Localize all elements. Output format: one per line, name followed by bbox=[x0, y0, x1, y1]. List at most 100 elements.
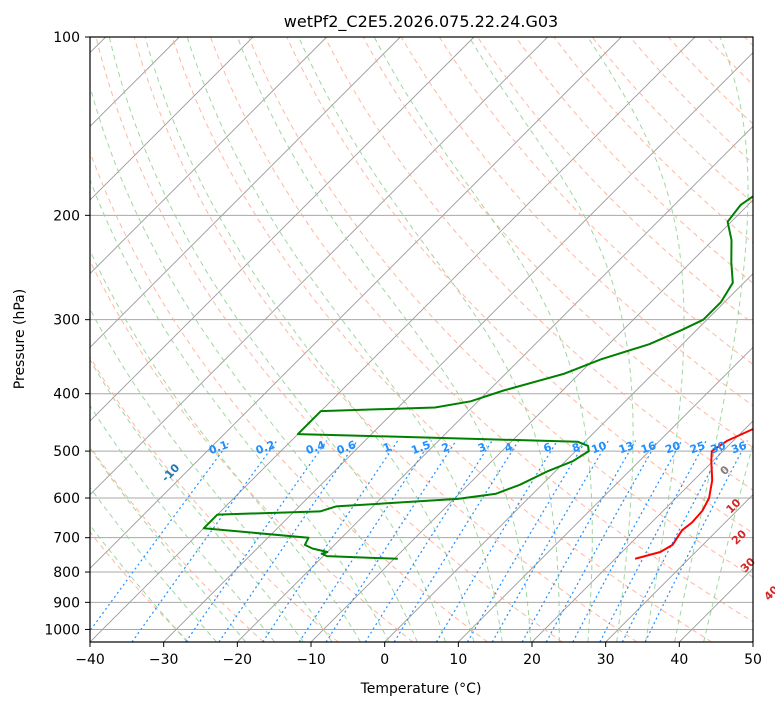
moist-adiabat-line bbox=[674, 37, 749, 642]
isotherm-line bbox=[605, 494, 753, 642]
isotherm-line bbox=[90, 37, 327, 275]
isotherm-line bbox=[237, 125, 753, 642]
isotherm-line bbox=[90, 37, 548, 496]
isotherm-line bbox=[458, 346, 753, 642]
background-lines bbox=[90, 37, 753, 642]
dry-adiabat-line bbox=[591, 37, 753, 204]
profile-lines bbox=[202, 195, 753, 560]
moist-adiabat-label: 40 bbox=[762, 583, 775, 603]
dry-adiabat-line bbox=[668, 37, 753, 125]
dry-adiabat-line bbox=[133, 37, 638, 642]
temperature-line bbox=[634, 428, 753, 560]
moist-adiabat-line bbox=[373, 37, 593, 642]
mixing-ratio-label: 3 bbox=[476, 440, 488, 455]
mixing-ratio-line bbox=[262, 440, 399, 642]
line-labels: -10 0.1 0.2 0.4 0.6 1 1.5 2 3 4 6 8 10 13 16 20 25 30 36 0 1… bbox=[159, 438, 775, 603]
mixing-ratio-label: 4 bbox=[503, 440, 515, 455]
isotherm-line bbox=[752, 641, 753, 642]
x-tick-label: 20 bbox=[523, 652, 541, 668]
isotherm-line bbox=[90, 37, 475, 422]
y-tick-label: 800 bbox=[53, 565, 80, 581]
dry-adiabat-line bbox=[90, 259, 414, 642]
moist-adiabat-line bbox=[90, 249, 362, 642]
isotherm-line bbox=[90, 37, 401, 348]
mixing-ratio-line bbox=[599, 440, 707, 642]
y-tick-label: 500 bbox=[53, 444, 80, 460]
mixing-ratio-line bbox=[364, 440, 493, 642]
mixing-ratio-label: 6 bbox=[542, 440, 554, 455]
mixing-ratio-label: 36 bbox=[730, 439, 749, 457]
moist-adiabat-line bbox=[90, 358, 304, 642]
mixing-ratio-label: 0.2 bbox=[254, 438, 277, 457]
mixing-ratio-line bbox=[435, 440, 558, 642]
mixing-ratio-label: 1.5 bbox=[409, 438, 432, 457]
isotherm-line bbox=[90, 37, 696, 642]
isotherm-line bbox=[531, 420, 753, 642]
x-axis-title: Temperature (°C) bbox=[360, 681, 482, 697]
mixing-ratio-label: 0.6 bbox=[335, 438, 358, 457]
x-tick-label: −40 bbox=[75, 652, 105, 668]
dry-adiabat-line bbox=[286, 37, 753, 534]
isotherm-line bbox=[90, 37, 622, 569]
x-tick-label: 30 bbox=[597, 652, 615, 668]
isotherm-line bbox=[90, 37, 254, 201]
moist-adiabat-line bbox=[144, 37, 475, 642]
dry-adiabat-line bbox=[95, 37, 563, 642]
dry-adiabat-line bbox=[706, 37, 753, 86]
x-tick-label: 10 bbox=[449, 652, 467, 668]
mixing-ratio-label: 20 bbox=[663, 439, 682, 457]
dry-adiabat-line bbox=[90, 531, 190, 642]
y-tick-label: 200 bbox=[53, 208, 80, 224]
y-tick-label: 600 bbox=[53, 491, 80, 507]
mixing-ratio-label: 8 bbox=[570, 440, 582, 455]
dry-adiabat-line bbox=[362, 37, 753, 449]
plot-frame bbox=[89, 36, 754, 643]
mixing-ratio-line bbox=[298, 440, 432, 642]
mixing-ratio-line bbox=[545, 440, 659, 642]
dry-adiabat-line bbox=[515, 37, 753, 284]
dry-adiabat-line bbox=[90, 150, 488, 642]
moist-adiabat-line bbox=[587, 37, 685, 642]
moist-adiabat-line bbox=[186, 37, 503, 642]
isotherm-line bbox=[163, 52, 753, 642]
axis-ticks: −40 −30 −20 −10 0 10 20 30 40 5010020030040050060… bbox=[44, 30, 762, 668]
moist-adiabat-line bbox=[90, 447, 247, 642]
y-tick-label: 1000 bbox=[44, 622, 80, 638]
dry-adiabat-line bbox=[553, 37, 753, 244]
x-tick-label: 40 bbox=[670, 652, 688, 668]
y-tick-label: 100 bbox=[53, 30, 80, 46]
mixing-ratio-label: 30 bbox=[709, 439, 728, 457]
dry-adiabat-line bbox=[90, 445, 264, 642]
x-tick-label: 50 bbox=[744, 652, 762, 668]
dewpoint-line bbox=[202, 195, 753, 560]
x-tick-label: −20 bbox=[223, 652, 253, 668]
moist-adiabat-line bbox=[90, 404, 276, 642]
moist-adiabat-line bbox=[90, 524, 188, 642]
dry-adiabat-label: -10 bbox=[159, 461, 182, 484]
moist-adiabat-label: 20 bbox=[729, 527, 749, 547]
isotherm-line bbox=[384, 273, 753, 642]
mixing-ratio-label: 25 bbox=[688, 439, 707, 456]
mixing-ratio-line bbox=[90, 440, 231, 632]
mixing-ratio-label: 0.4 bbox=[304, 438, 327, 457]
moist-adiabat-line bbox=[237, 37, 532, 642]
moist-adiabat-line bbox=[90, 486, 217, 642]
moist-adiabat-label: 10 bbox=[724, 496, 744, 516]
mixing-ratio-label: 13 bbox=[617, 439, 636, 456]
dry-adiabat-line bbox=[210, 37, 753, 623]
moist-adiabat-line bbox=[90, 84, 418, 642]
mixing-ratio-line bbox=[185, 440, 328, 642]
mixing-ratio-line bbox=[393, 440, 520, 642]
moist-adiabat-label: 0 bbox=[718, 463, 733, 478]
mixing-ratio-label: 16 bbox=[639, 439, 658, 457]
moist-adiabat-line bbox=[108, 37, 447, 642]
y-tick-label: 300 bbox=[53, 313, 80, 329]
moist-adiabat-line bbox=[298, 37, 560, 642]
y-tick-label: 400 bbox=[53, 387, 80, 403]
moist-adiabat-line bbox=[468, 37, 634, 642]
mixing-ratio-line bbox=[621, 440, 728, 642]
chart-title: wetPf2_C2E5.2026.075.22.24.G03 bbox=[284, 12, 558, 32]
mixing-ratio-label: 2 bbox=[440, 440, 452, 455]
mixing-ratio-label: 1 bbox=[381, 440, 393, 455]
